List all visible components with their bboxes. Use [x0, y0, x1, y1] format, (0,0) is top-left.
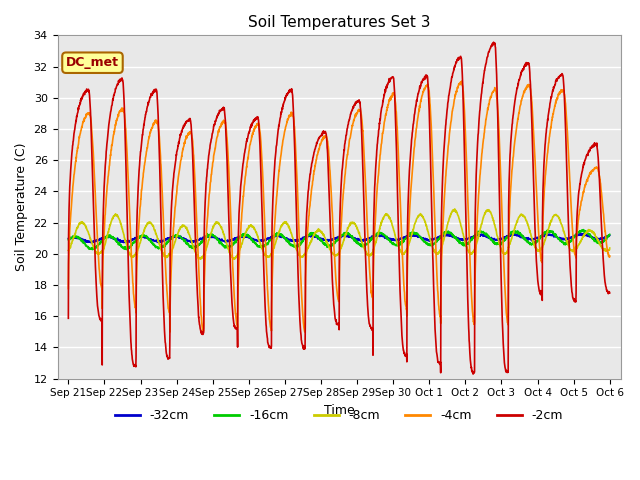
-32cm	[606, 232, 614, 238]
-8cm	[118, 226, 126, 232]
-32cm	[118, 239, 126, 245]
-16cm	[606, 231, 614, 237]
Legend: -32cm, -16cm, -8cm, -4cm, -2cm: -32cm, -16cm, -8cm, -4cm, -2cm	[110, 404, 568, 427]
Line: -8cm: -8cm	[68, 209, 610, 259]
Y-axis label: Soil Temperature (C): Soil Temperature (C)	[15, 143, 28, 271]
-16cm	[580, 227, 588, 232]
-16cm	[236, 234, 243, 240]
-4cm	[606, 253, 614, 259]
-32cm	[598, 236, 606, 241]
-4cm	[301, 329, 308, 335]
-8cm	[236, 247, 243, 253]
-16cm	[532, 239, 540, 245]
-16cm	[65, 237, 72, 242]
-4cm	[372, 213, 380, 218]
-16cm	[502, 236, 510, 241]
-4cm	[598, 200, 606, 205]
-8cm	[598, 245, 606, 251]
-2cm	[490, 39, 497, 45]
-8cm	[502, 250, 510, 256]
-2cm	[118, 77, 126, 83]
Line: -4cm: -4cm	[68, 81, 610, 332]
-32cm	[372, 233, 380, 239]
-32cm	[532, 235, 540, 240]
-2cm	[598, 243, 606, 249]
-4cm	[458, 78, 466, 84]
Line: -16cm: -16cm	[68, 229, 610, 250]
-2cm	[533, 264, 541, 270]
-8cm	[196, 256, 204, 262]
X-axis label: Time: Time	[324, 404, 355, 417]
-8cm	[65, 248, 72, 253]
-32cm	[65, 236, 72, 241]
-4cm	[118, 106, 126, 112]
-8cm	[606, 245, 614, 251]
-8cm	[372, 240, 380, 246]
-2cm	[502, 367, 510, 373]
-16cm	[598, 240, 606, 246]
-16cm	[124, 247, 131, 252]
-2cm	[371, 172, 379, 178]
-16cm	[372, 232, 380, 238]
Title: Soil Temperatures Set 3: Soil Temperatures Set 3	[248, 15, 430, 30]
-4cm	[502, 310, 510, 315]
-2cm	[606, 290, 614, 296]
-2cm	[236, 206, 243, 212]
Line: -2cm: -2cm	[68, 42, 610, 374]
-32cm	[502, 234, 510, 240]
-2cm	[65, 315, 72, 321]
-8cm	[533, 247, 541, 252]
-4cm	[533, 197, 541, 203]
-4cm	[65, 286, 72, 291]
Line: -32cm: -32cm	[68, 233, 610, 242]
-32cm	[236, 234, 243, 240]
Text: DC_met: DC_met	[66, 56, 119, 69]
-32cm	[543, 230, 550, 236]
-4cm	[236, 255, 243, 261]
-16cm	[118, 244, 126, 250]
-2cm	[469, 371, 477, 377]
-8cm	[451, 206, 459, 212]
-32cm	[120, 240, 127, 245]
